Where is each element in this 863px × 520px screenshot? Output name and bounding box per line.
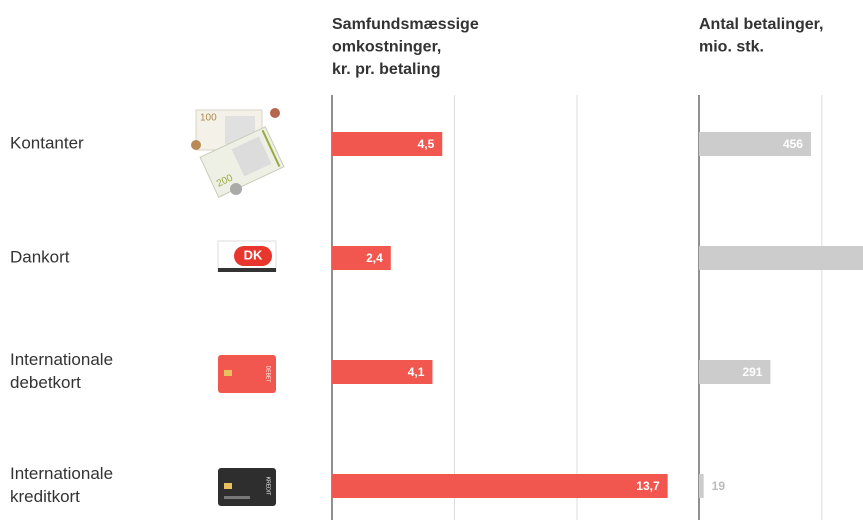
bar bbox=[699, 132, 811, 156]
card-label: KREDIT bbox=[265, 477, 271, 495]
value-label: 291 bbox=[742, 365, 762, 379]
cash-icon: 100 200 bbox=[191, 108, 285, 198]
panel-title: omkostninger, bbox=[332, 39, 441, 56]
bar bbox=[332, 246, 391, 270]
category-label: kreditkort bbox=[10, 487, 80, 506]
plot: Kontanter Dankort Internationale debetkort I… bbox=[10, 16, 863, 520]
panel-title: Samfundsmæssige bbox=[332, 16, 479, 33]
category-label: debetkort bbox=[10, 373, 81, 392]
bar bbox=[332, 360, 433, 384]
category-label: Internationale bbox=[10, 350, 113, 369]
bar bbox=[699, 360, 771, 384]
bar bbox=[699, 474, 704, 498]
value-label: 19 bbox=[712, 479, 726, 493]
value-label: 4,1 bbox=[408, 365, 425, 379]
svg-text:DK: DK bbox=[244, 247, 263, 262]
credit-card-icon: KREDIT bbox=[218, 468, 276, 506]
panel-title: kr. pr. betaling bbox=[332, 61, 440, 78]
debit-card-icon: DEBET bbox=[218, 355, 276, 393]
category-label: Internationale bbox=[10, 464, 113, 483]
category-label: Kontanter bbox=[10, 133, 84, 152]
bar bbox=[332, 132, 443, 156]
card-label: DEBET bbox=[265, 366, 271, 383]
bar bbox=[699, 246, 863, 270]
value-label: 13,7 bbox=[636, 479, 660, 493]
panel-title: Antal betalinger, bbox=[699, 16, 823, 33]
bar bbox=[332, 474, 668, 498]
value-label: 4,5 bbox=[418, 137, 435, 151]
bill-label: 100 bbox=[200, 113, 217, 124]
value-label: 456 bbox=[783, 137, 803, 151]
category-label: Dankort bbox=[10, 247, 70, 266]
panel-title: mio. stk. bbox=[699, 39, 764, 56]
value-label: 2,4 bbox=[366, 251, 383, 265]
dankort-icon: DK bbox=[217, 240, 277, 272]
